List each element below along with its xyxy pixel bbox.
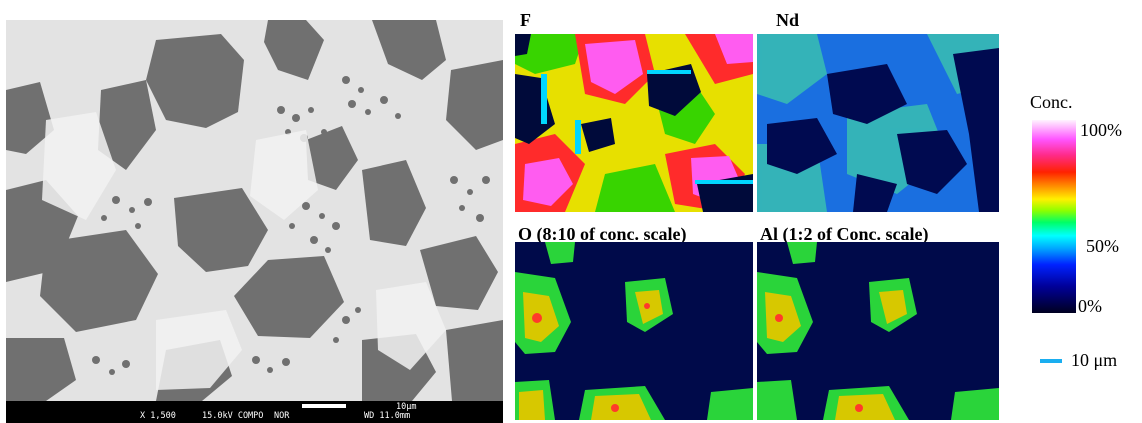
map-label-al: Al (1:2 of Conc. scale) bbox=[760, 224, 929, 244]
map-label-o: O (8:10 of conc. scale) bbox=[518, 224, 687, 244]
map-label-nd: Nd bbox=[776, 10, 800, 30]
sem-scale-bar-label: 10μm bbox=[396, 402, 417, 412]
element-map-o bbox=[515, 242, 753, 420]
map-label-f: F bbox=[520, 10, 531, 30]
sem-voltage: 15.0kV COMPO bbox=[202, 411, 264, 421]
nd-map-image bbox=[757, 34, 999, 212]
sem-micrograph: 10μm X 1,500 15.0kV COMPO NOR WD 11.0mm bbox=[6, 20, 503, 423]
sem-scale-bar bbox=[302, 404, 346, 408]
sem-magnification: X 1,500 bbox=[140, 411, 176, 421]
map-scale-bar bbox=[1040, 359, 1062, 363]
element-map-f bbox=[515, 34, 753, 212]
concentration-colorbar bbox=[1032, 120, 1076, 313]
sem-info-bar: 10μm X 1,500 15.0kV COMPO NOR WD 11.0mm bbox=[6, 401, 503, 423]
element-map-al bbox=[757, 242, 999, 420]
sem-mode: NOR bbox=[274, 411, 290, 421]
sem-working-distance: WD 11.0mm bbox=[364, 411, 411, 421]
sem-texture bbox=[6, 20, 503, 401]
map-scale-bar-label: 10 μm bbox=[1071, 350, 1118, 370]
legend-min-label: 0% bbox=[1078, 296, 1102, 316]
f-map-image bbox=[515, 34, 753, 212]
o-map-image bbox=[515, 242, 753, 420]
al-map-image bbox=[757, 242, 999, 420]
legend-title: Conc. bbox=[1030, 92, 1073, 112]
legend-mid-label: 50% bbox=[1086, 236, 1119, 256]
legend-max-label: 100% bbox=[1080, 120, 1122, 140]
element-map-nd bbox=[757, 34, 999, 212]
